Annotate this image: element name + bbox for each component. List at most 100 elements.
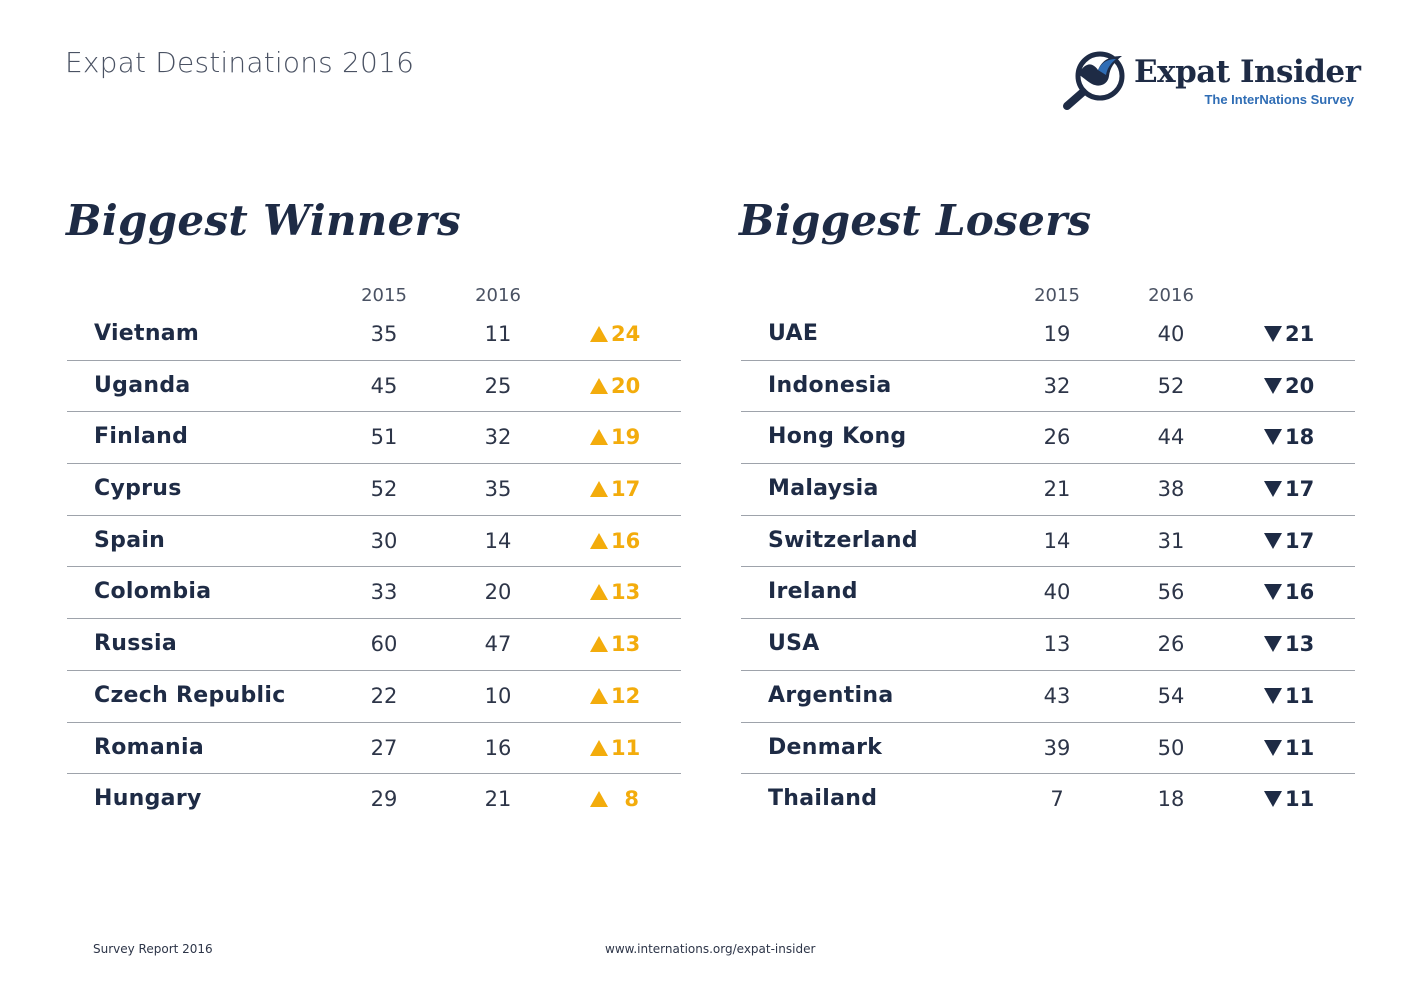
country-name: Thailand [768, 786, 878, 812]
rank-2015: 7 [1050, 787, 1064, 812]
rank-2016: 11 [484, 322, 512, 346]
country-name: Hungary [94, 786, 202, 812]
rank-2015: 60 [370, 632, 398, 657]
rank-change-value: 16 [1285, 580, 1315, 605]
table-row: Uganda 45 25 20 [67, 361, 681, 413]
rank-2015: 14 [1043, 528, 1071, 553]
rank-2015: 21 [1043, 477, 1071, 502]
rank-2016: 50 [1157, 735, 1185, 760]
country-name: Indonesia [768, 372, 892, 398]
triangle-down-icon [1264, 584, 1282, 601]
rank-change-value: 11 [1285, 683, 1315, 708]
rank-2016: 20 [484, 580, 512, 605]
rank-2016: 16 [484, 735, 512, 760]
country-name: Switzerland [768, 527, 918, 553]
rank-change: 11 [1264, 774, 1344, 824]
rank-change: 11 [1264, 723, 1344, 773]
rank-2015: 26 [1043, 425, 1071, 450]
rank-2015: 33 [370, 580, 398, 605]
col-header-2015: 2015 [361, 285, 407, 306]
brand-subtitle: The InterNations Survey [1204, 92, 1354, 107]
country-name: Malaysia [768, 476, 879, 502]
footer-url[interactable]: www.internations.org/expat-insider [605, 942, 816, 956]
rank-2016: 10 [484, 683, 512, 708]
country-name: Hong Kong [768, 424, 907, 450]
triangle-up-icon [590, 791, 608, 808]
rank-2015: 45 [370, 373, 398, 398]
triangle-up-icon [590, 532, 608, 549]
table-row: Thailand 7 18 11 [741, 774, 1355, 825]
rank-change: 17 [1264, 464, 1344, 514]
table-row: Hungary 29 21 8 [67, 774, 681, 825]
triangle-down-icon [1264, 739, 1282, 756]
winners-rows: Vietnam 35 11 24 Uganda 45 25 20 Finland 51 32 19 Cy… [67, 309, 681, 825]
rank-change-value: 11 [1285, 735, 1315, 760]
triangle-up-icon [590, 481, 608, 498]
triangle-down-icon [1264, 532, 1282, 549]
rank-change: 21 [1264, 309, 1344, 359]
rank-2016: 47 [484, 632, 512, 657]
rank-2016: 25 [484, 373, 512, 398]
table-row: Spain 30 14 16 [67, 516, 681, 568]
rank-change-value: 13 [611, 580, 641, 605]
rank-2015: 40 [1043, 580, 1071, 605]
rank-change: 16 [1264, 567, 1344, 617]
rank-2015: 39 [1043, 735, 1071, 760]
rank-change-value: 21 [1285, 322, 1315, 346]
rank-change: 18 [1264, 412, 1344, 462]
triangle-down-icon [1264, 481, 1282, 498]
rank-change-value: 13 [1285, 632, 1315, 657]
table-row: Argentina 43 54 11 [741, 671, 1355, 723]
rank-change-value: 19 [611, 425, 641, 450]
triangle-up-icon [590, 377, 608, 394]
country-name: Czech Republic [94, 682, 286, 708]
rank-change-value: 16 [611, 528, 641, 553]
rank-change-value: 11 [611, 735, 641, 760]
triangle-down-icon [1264, 429, 1282, 446]
footer-report: Survey Report 2016 [93, 942, 213, 956]
country-name: Romania [94, 734, 204, 760]
rank-change: 17 [1264, 516, 1344, 566]
rank-change-value: 11 [1285, 787, 1315, 812]
country-name: Cyprus [94, 476, 182, 502]
table-row: Czech Republic 22 10 12 [67, 671, 681, 723]
country-name: Russia [94, 631, 177, 657]
rank-2015: 30 [370, 528, 398, 553]
rank-change: 19 [590, 412, 670, 462]
triangle-up-icon [590, 584, 608, 601]
rank-2015: 29 [370, 787, 398, 812]
rank-2016: 14 [484, 528, 512, 553]
col-header-2015: 2015 [1034, 285, 1080, 306]
rank-2015: 51 [370, 425, 398, 450]
rank-change: 24 [590, 309, 670, 359]
rank-2016: 38 [1157, 477, 1185, 502]
rank-2016: 21 [484, 787, 512, 812]
table-row: Hong Kong 26 44 18 [741, 412, 1355, 465]
table-row: Russia 60 47 13 [67, 619, 681, 671]
table-row: Denmark 39 50 11 [741, 723, 1355, 775]
table-row: Vietnam 35 11 24 [67, 309, 681, 361]
rank-2015: 32 [1043, 373, 1071, 398]
country-name: Spain [94, 527, 166, 553]
rank-change: 16 [590, 516, 670, 566]
rank-2016: 31 [1157, 528, 1185, 553]
winners-title: Biggest Winners [66, 196, 462, 245]
rank-2016: 18 [1157, 787, 1185, 812]
rank-2016: 35 [484, 477, 512, 502]
rank-change-value: 12 [611, 683, 641, 708]
rank-change: 13 [1264, 619, 1344, 669]
expat-insider-logo: Expat Insider The InterNations Survey [1062, 48, 1362, 110]
rank-2015: 13 [1043, 632, 1071, 657]
country-name: Ireland [768, 579, 858, 605]
country-name: Finland [94, 424, 189, 450]
triangle-down-icon [1264, 791, 1282, 808]
col-header-2016: 2016 [1148, 285, 1194, 306]
rank-change-value: 17 [1285, 477, 1315, 502]
country-name: Uganda [94, 372, 191, 398]
table-row: Finland 51 32 19 [67, 412, 681, 465]
rank-change-value: 8 [624, 787, 639, 812]
triangle-down-icon [1264, 687, 1282, 704]
triangle-up-icon [590, 326, 608, 342]
table-row: USA 13 26 13 [741, 619, 1355, 671]
rank-change-value: 17 [1285, 528, 1315, 553]
